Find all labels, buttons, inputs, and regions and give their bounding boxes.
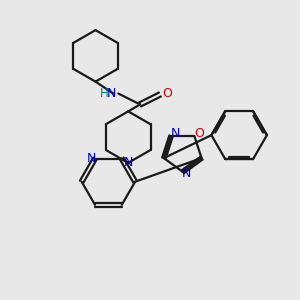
Text: N: N (86, 152, 96, 165)
Text: N: N (170, 128, 180, 140)
Text: H: H (100, 87, 109, 100)
Text: N: N (107, 87, 116, 100)
Text: O: O (194, 128, 204, 140)
Text: O: O (162, 87, 172, 100)
Text: N: N (182, 167, 191, 180)
Text: N: N (124, 156, 133, 170)
